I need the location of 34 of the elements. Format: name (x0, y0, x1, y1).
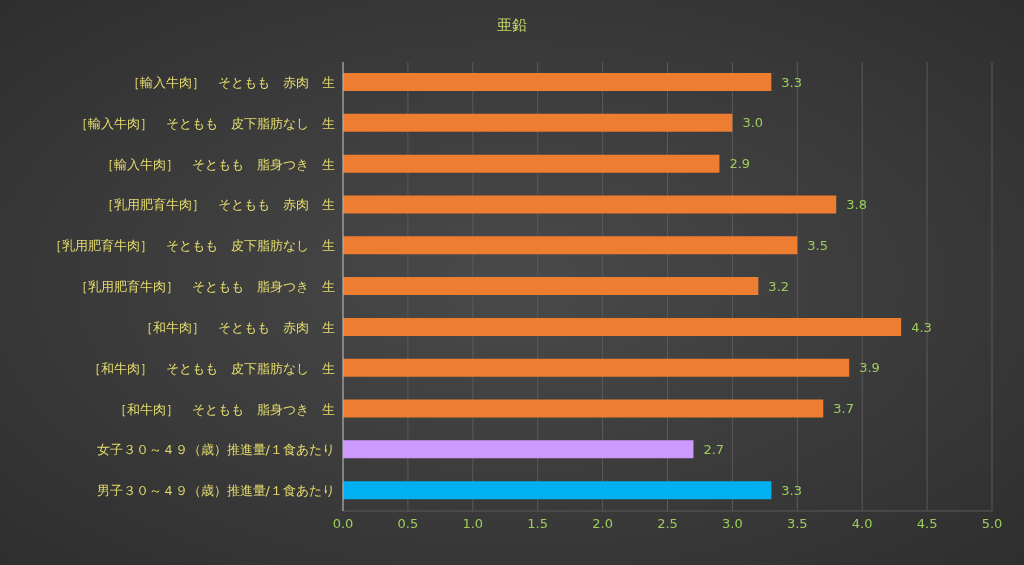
x-tick-label: 0.0 (332, 516, 354, 532)
y-tick-label: ［乳用肥育牛肉］ そともも 赤肉 生 (101, 197, 335, 213)
x-tick-label: 5.0 (981, 516, 1003, 532)
x-tick-label: 4.0 (851, 516, 873, 532)
data-label: 3.2 (768, 278, 790, 294)
chart-title: 亜鉛 (496, 16, 528, 35)
x-tick-label: 3.5 (786, 516, 808, 532)
y-tick-label: ［輸入牛肉］ そともも 赤肉 生 (127, 75, 335, 91)
data-label: 3.9 (859, 360, 880, 376)
x-tick-label: 2.0 (592, 516, 613, 532)
data-label: 3.7 (833, 401, 854, 417)
data-label: 3.3 (781, 482, 803, 498)
x-tick-label: 0.5 (397, 516, 419, 532)
y-tick-label: ［輸入牛肉］ そともも 脂身つき 生 (101, 156, 335, 172)
x-tick-label: 1.0 (462, 516, 484, 532)
y-tick-label: ［和牛肉］ そともも 脂身つき 生 (114, 401, 335, 417)
data-label: 2.7 (703, 441, 725, 457)
y-tick-label: ［乳用肥育牛肉］ そともも 皮下脂肪なし 生 (49, 238, 335, 254)
y-tick-label: ［乳用肥育牛肉］ そともも 脂身つき 生 (75, 279, 335, 295)
data-label: 3.0 (742, 115, 764, 131)
x-tick-label: 3.0 (722, 516, 743, 532)
y-tick-label: ［輸入牛肉］ そともも 皮下脂肪なし 生 (75, 115, 335, 131)
y-tick-label: 男子３０～４９（歳）推進量/１食あたり (96, 483, 335, 499)
y-tick-label: ［和牛肉］ そともも 皮下脂肪なし 生 (88, 360, 335, 376)
y-tick-label: ［和牛肉］ そともも 赤肉 生 (140, 319, 335, 335)
data-label: 3.5 (807, 237, 828, 253)
x-tick-label: 1.5 (527, 516, 549, 532)
x-tick-label: 4.5 (916, 516, 938, 532)
data-label: 4.3 (911, 319, 932, 335)
x-tick-label: 2.5 (657, 516, 678, 532)
y-tick-label: 女子３０～４９（歳）推進量/１食あたり (96, 442, 335, 458)
data-label: 3.8 (846, 197, 867, 213)
data-label: 2.9 (729, 156, 751, 172)
data-label: 3.3 (781, 74, 803, 90)
